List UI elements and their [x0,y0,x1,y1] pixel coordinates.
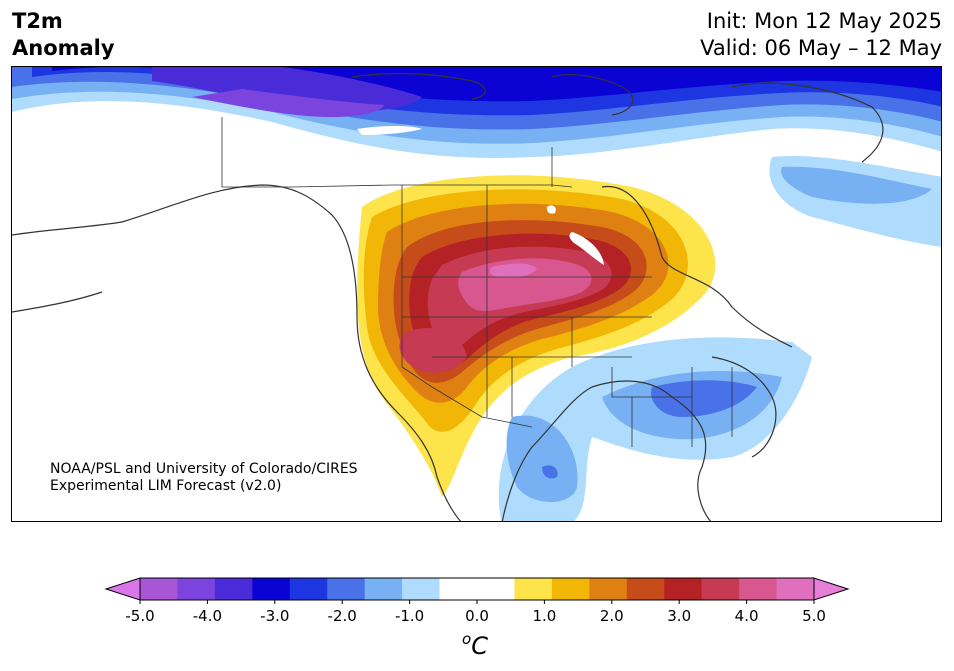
init-label: Init: Mon 12 May 2025 [706,9,942,33]
colorbar-swatch [776,578,815,600]
colorbar-swatch [739,578,778,600]
colorbar-swatch [177,578,216,600]
colorbar-tick-label: -4.0 [193,607,222,625]
valid-label: Valid: 06 May – 12 May [700,36,942,60]
colorbar-swatch [589,578,628,600]
colorbar-swatch [402,578,441,600]
colorbar-tick-label: -5.0 [125,607,154,625]
colorbar-swatch [140,578,178,600]
cold-anomaly-east-canada [769,156,941,247]
colorbar-tick-label: -1.0 [395,607,424,625]
colorbar-tick-label: 3.0 [667,607,691,625]
date-info: Init: Mon 12 May 2025 Valid: 06 May – 12… [700,8,942,62]
colorbar-swatch [214,578,253,600]
colorbar-swatches [140,578,815,600]
colorbar-tick-label: 4.0 [735,607,759,625]
colorbar-tick-label: -3.0 [260,607,289,625]
unit-base: C [471,632,488,660]
colorbar-swatch [252,578,291,600]
colorbar-swatch [439,578,478,600]
cold-anomaly-south [498,337,812,521]
data-credit: NOAA/PSL and University of Colorado/CIRE… [50,461,358,495]
unit-degree: o [462,630,472,648]
cold-anomaly-north [12,67,941,158]
colorbar-swatch [477,578,515,600]
colorbar-swatch [664,578,703,600]
map-canvas [12,67,941,521]
colorbar-swatch [364,578,403,600]
colorbar-swatch [289,578,328,600]
map-title: T2m Anomaly [12,8,115,62]
colorbar-tick-label: 1.0 [532,607,556,625]
title-line-2: Anomaly [12,36,115,60]
coastlines [12,72,884,521]
credit-line-2: Experimental LIM Forecast (v2.0) [50,478,282,494]
political-borders [221,117,733,447]
title-line-1: T2m [12,9,63,33]
colorbar-tick-label: 0.0 [465,607,489,625]
colorbar-swatch [551,578,590,600]
colorbar-tick-label: 2.0 [600,607,624,625]
credit-line-1: NOAA/PSL and University of Colorado/CIRE… [50,461,358,477]
colorbar-swatch [327,578,366,600]
colorbar-swatch [514,578,553,600]
lakes [357,126,604,265]
colorbar-extend-high [813,577,850,601]
colorbar-swatch [701,578,740,600]
colorbar-swatch [626,578,665,600]
colorbar-ticks: -5.0 -4.0 -3.0 -2.0 -1.0 0.0 1.0 2.0 3.0 4.0 5.0 [125,600,826,625]
anomaly-map: NOAA/PSL and University of Colorado/CIRE… [11,66,942,522]
colorbar-tick-label: 5.0 [802,607,826,625]
colorbar-tick-label: -2.0 [328,607,357,625]
colorbar-unit-label: oC [462,630,488,660]
colorbar-extend-low [104,577,141,601]
